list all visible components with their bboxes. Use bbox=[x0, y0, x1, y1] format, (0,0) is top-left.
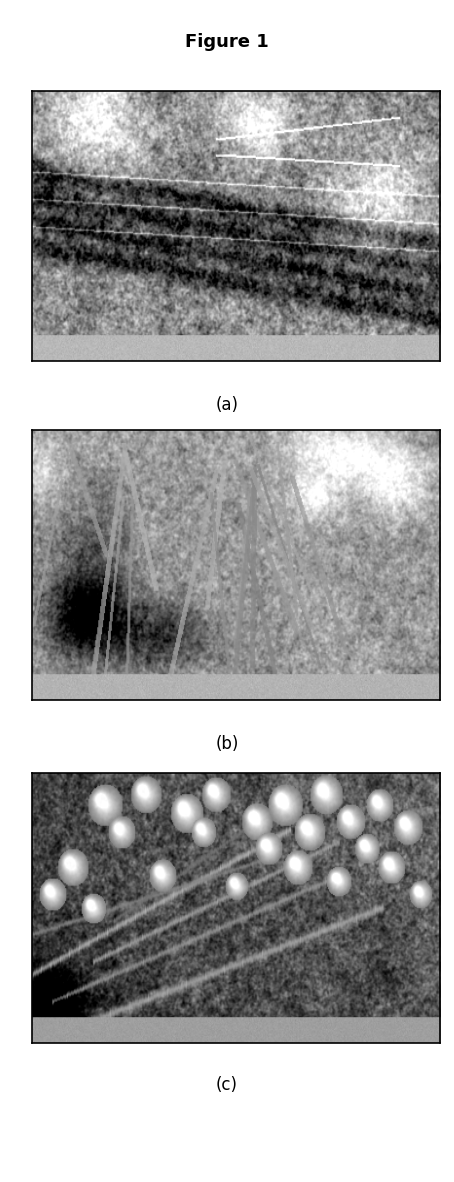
Text: (a): (a) bbox=[216, 396, 238, 414]
Text: (b): (b) bbox=[215, 735, 239, 753]
Text: Figure 1: Figure 1 bbox=[185, 33, 269, 51]
Text: (c): (c) bbox=[216, 1076, 238, 1093]
